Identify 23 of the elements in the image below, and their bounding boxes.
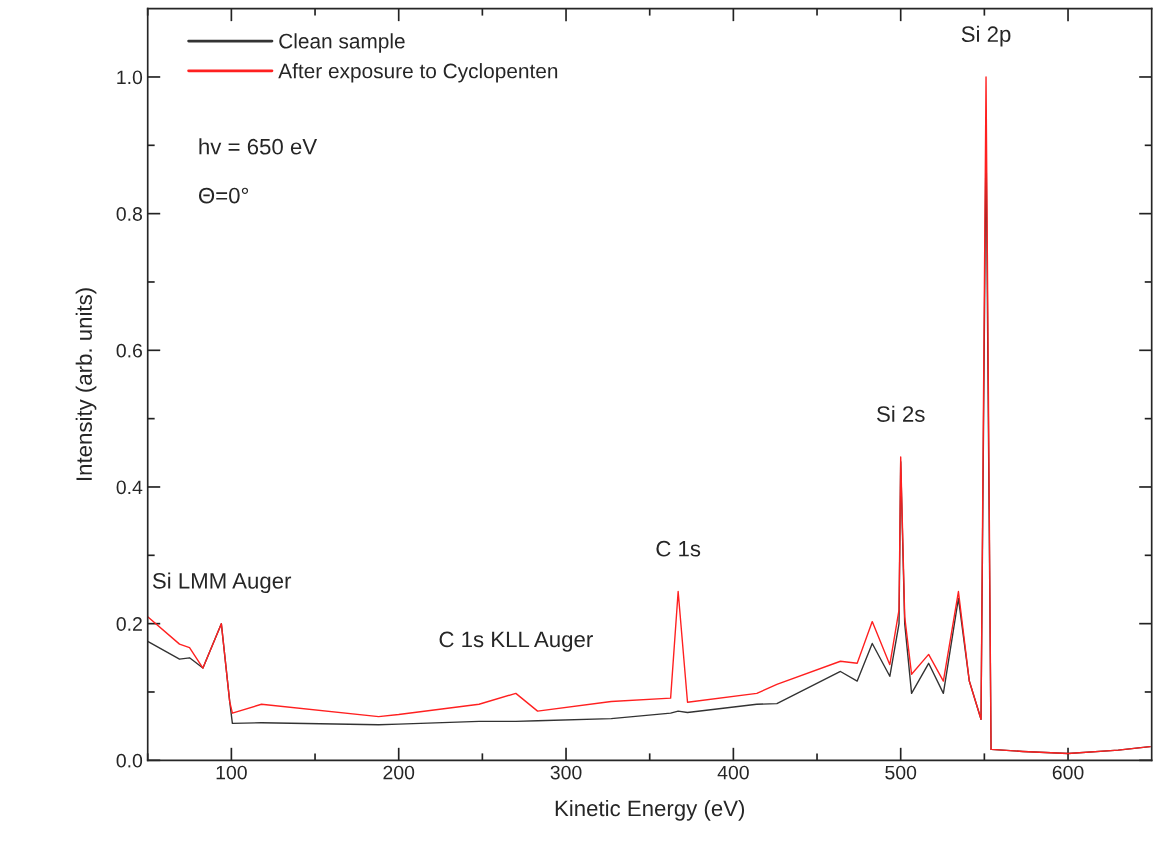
y-tick-label: 0.8 xyxy=(116,207,143,221)
y-tick-label: 0.4 xyxy=(116,480,143,495)
x-tick-label: 300 xyxy=(550,765,582,780)
x-tick-label: 100 xyxy=(216,765,247,780)
x-tick-label: 400 xyxy=(717,765,749,780)
x-tick-label: 200 xyxy=(383,765,415,780)
legend-label: After exposure to Cyclopenten xyxy=(278,63,558,83)
annotation: hv = 650 eV xyxy=(199,138,318,155)
y-tick-label: 0.2 xyxy=(116,617,142,631)
y-axis-title: Intensity (arb. units) xyxy=(75,288,97,480)
annotation: C 1s KLL Auger xyxy=(439,631,593,652)
y-tick-label: 0.0 xyxy=(116,753,143,768)
annotation: Θ=0° xyxy=(198,187,249,204)
annotation: Si 2p xyxy=(961,25,1011,47)
x-tick-label: 500 xyxy=(885,765,917,780)
legend-label: Clean sample xyxy=(279,33,405,53)
annotation: Si LMM Auger xyxy=(152,572,292,594)
annotation: C 1s xyxy=(656,540,701,557)
x-axis-title: Kinetic Energy (eV) xyxy=(555,799,745,821)
y-tick-label: 1.0 xyxy=(117,70,143,85)
x-tick-label: 600 xyxy=(1052,765,1084,780)
annotation: Si 2s xyxy=(877,405,925,422)
y-tick-label: 0.6 xyxy=(116,343,142,358)
